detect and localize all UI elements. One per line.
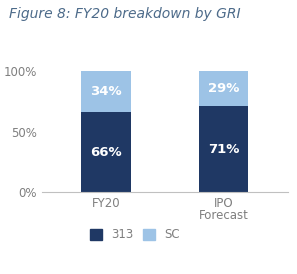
Bar <box>199 71 248 106</box>
Text: Figure 8: FY20 breakdown by GRI: Figure 8: FY20 breakdown by GRI <box>9 7 241 21</box>
Bar <box>81 71 131 112</box>
Text: 71%: 71% <box>208 142 239 156</box>
Text: 29%: 29% <box>208 82 239 95</box>
Text: 34%: 34% <box>90 85 122 98</box>
Legend: 313, SC: 313, SC <box>90 228 180 241</box>
Text: Forecast: Forecast <box>199 209 249 222</box>
Bar <box>81 112 131 192</box>
Bar <box>199 106 248 192</box>
Text: 66%: 66% <box>90 145 122 159</box>
